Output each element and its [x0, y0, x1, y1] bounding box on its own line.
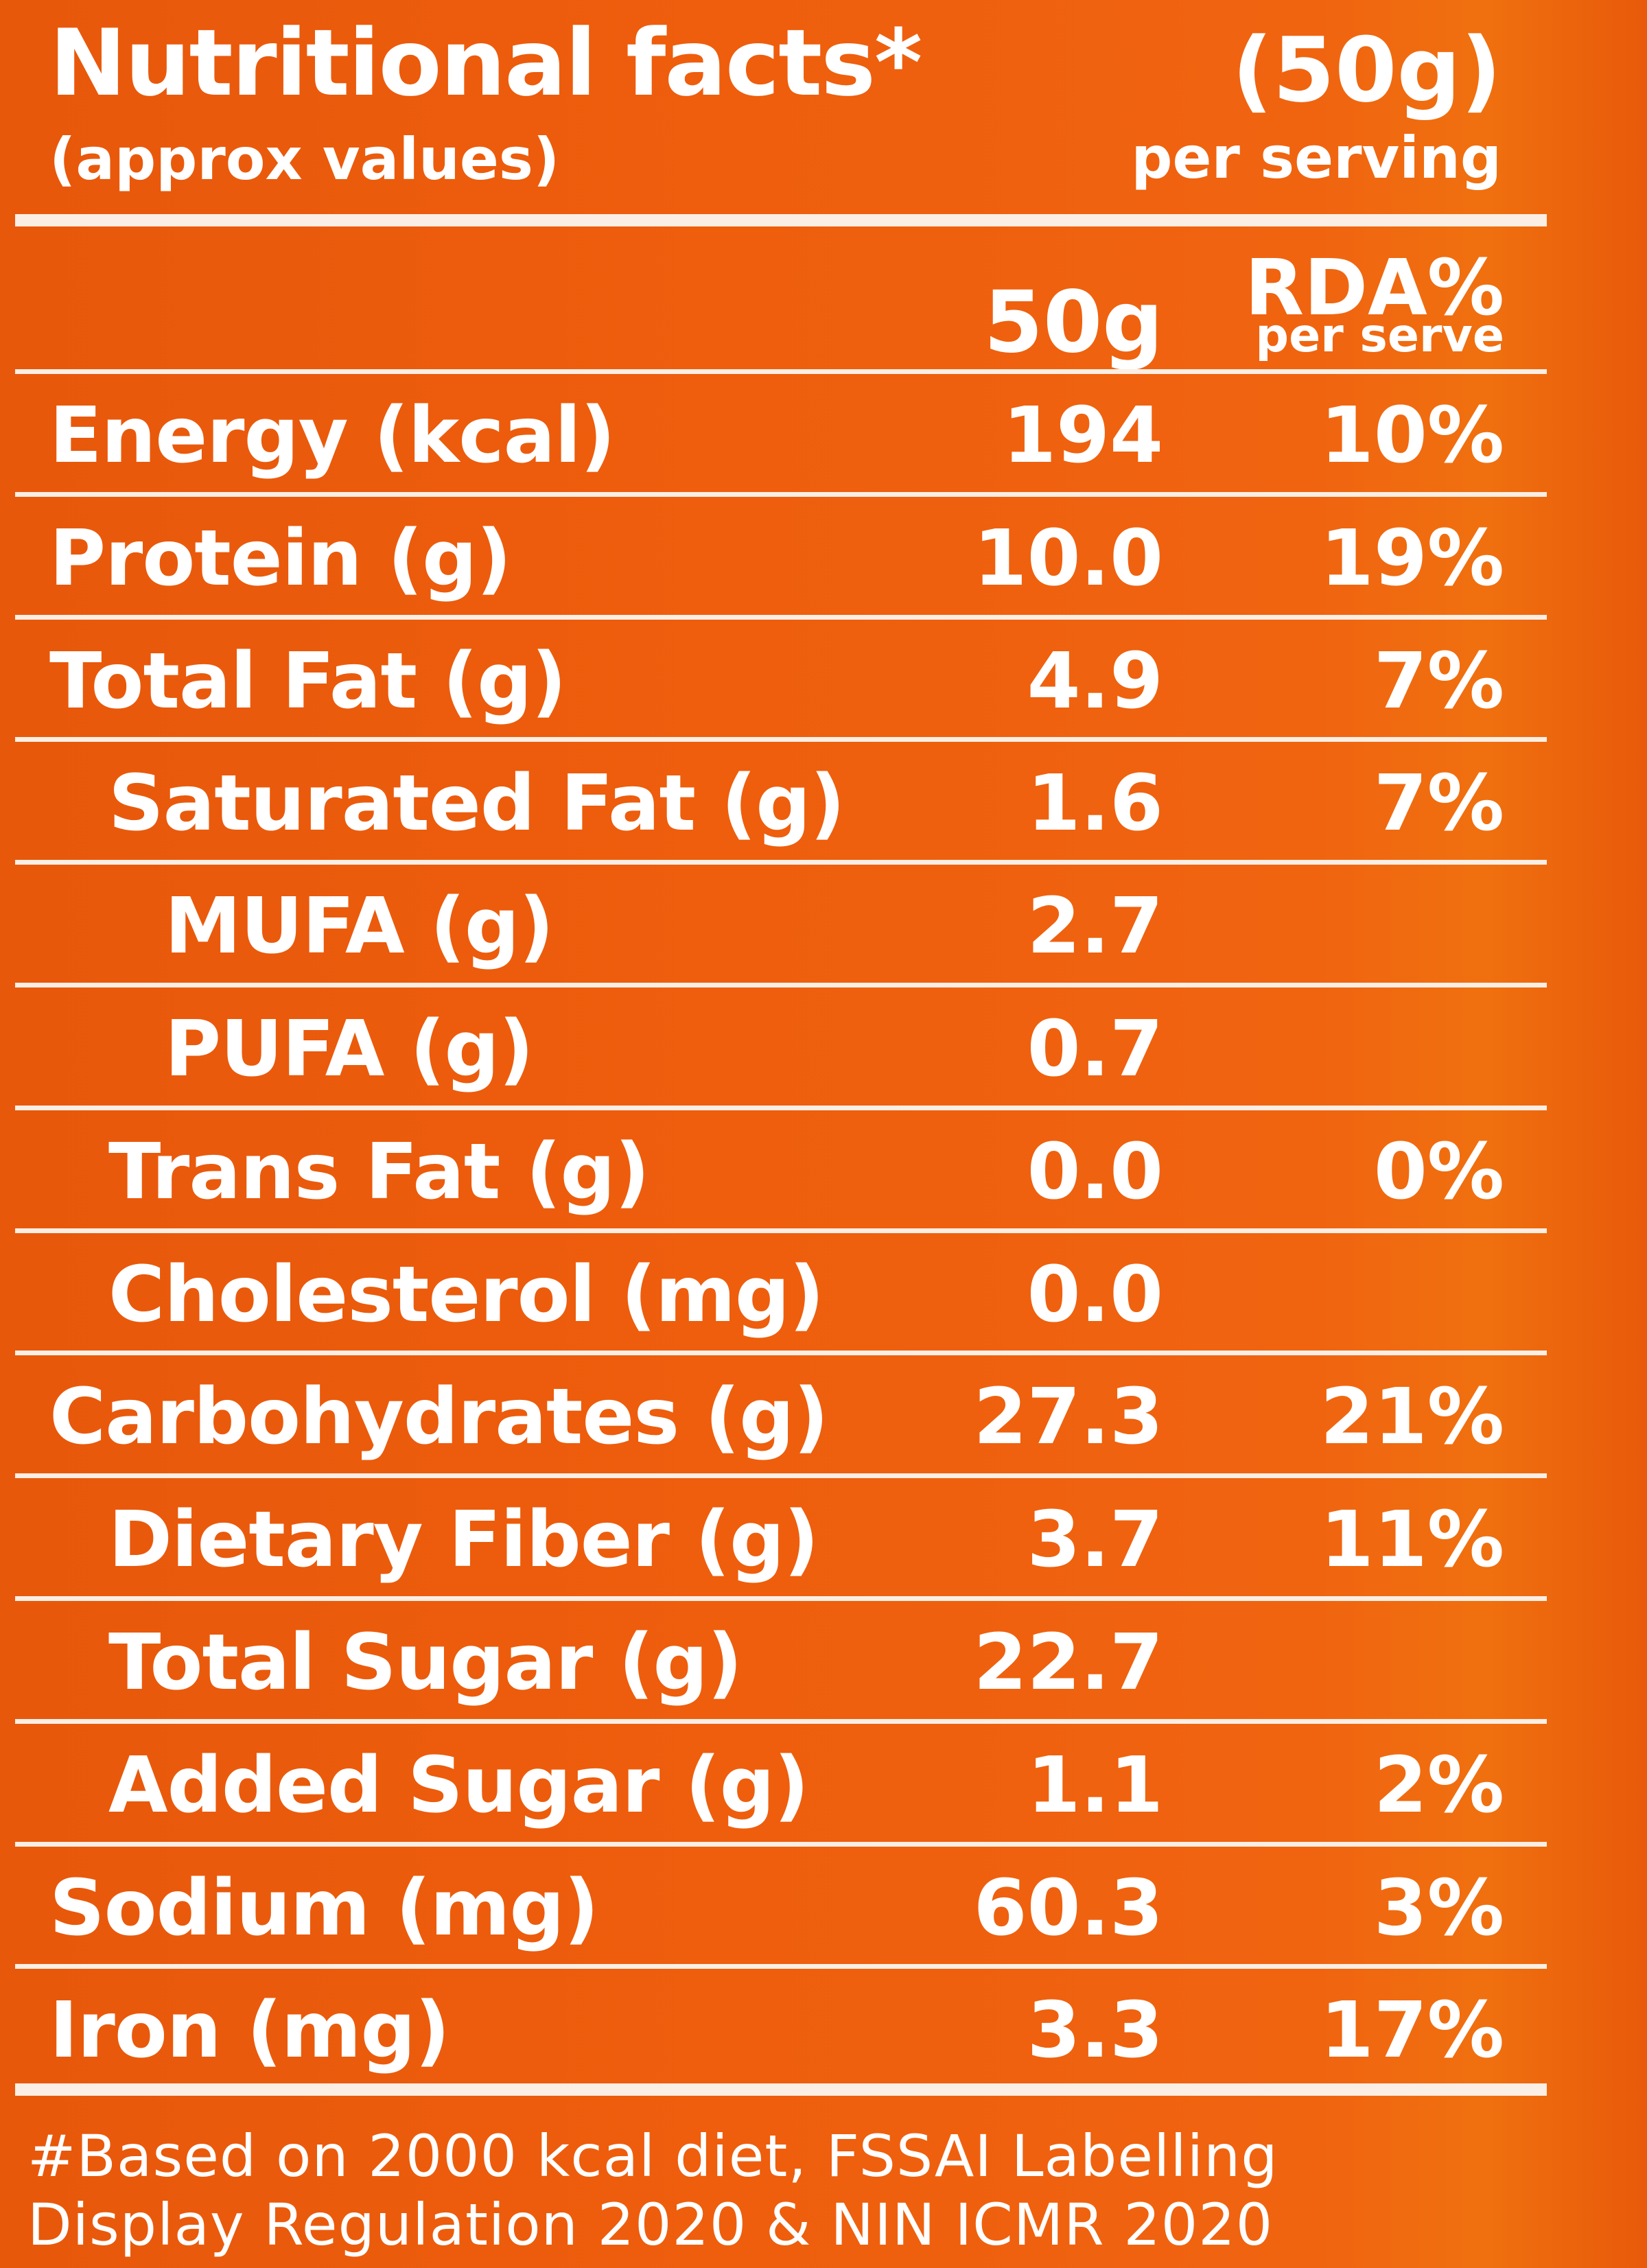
table-row: Saturated Fat (g) 1.6 7% [0, 743, 1647, 865]
row-divider [15, 1842, 1547, 1847]
row-divider [15, 1596, 1547, 1601]
rda-column-header: RDA% [1244, 244, 1504, 333]
nutrient-amount: 60.3 [973, 1864, 1163, 1953]
nutrient-label: Total Fat (g) [49, 637, 567, 726]
nutrient-amount: 0.0 [1027, 1250, 1163, 1340]
nutrient-label: Total Sugar (g) [108, 1618, 743, 1707]
nutrient-rda: 0% [1373, 1127, 1504, 1217]
nutrient-amount: 0.7 [1027, 1005, 1163, 1094]
row-divider [15, 1228, 1547, 1233]
nutrient-label: PUFA (g) [165, 1005, 534, 1094]
row-divider [15, 615, 1547, 620]
nutrition-title: Nutritional facts* [49, 10, 922, 117]
table-row: Total Fat (g) 4.9 7% [0, 620, 1647, 743]
table-bottom-divider [15, 2083, 1547, 2096]
nutrient-amount: 4.9 [1027, 637, 1163, 726]
nutrient-rda: 21% [1320, 1372, 1504, 1462]
row-divider [15, 492, 1547, 497]
nutrient-label: Energy (kcal) [49, 391, 616, 480]
nutrient-amount: 22.7 [973, 1618, 1163, 1707]
nutrient-amount: 1.6 [1027, 759, 1163, 848]
per-serving-label: per serving [1131, 124, 1502, 191]
amount-column-header: 50g [983, 273, 1163, 372]
footnote-line-1: #Based on 2000 kcal diet, FSSAI Labellin… [27, 2123, 1278, 2190]
row-divider [15, 1719, 1547, 1724]
row-divider [15, 737, 1547, 742]
nutrient-amount: 2.7 [1027, 882, 1163, 971]
nutrient-label: Added Sugar (g) [108, 1741, 809, 1830]
nutrient-label: MUFA (g) [165, 882, 554, 971]
nutrient-label: Sodium (mg) [49, 1864, 599, 1953]
nutrient-label: Dietary Fiber (g) [108, 1495, 819, 1585]
nutrient-rda: 7% [1373, 637, 1504, 726]
table-row: PUFA (g) 0.7 [0, 988, 1647, 1110]
table-row: Energy (kcal) 194 10% [0, 375, 1647, 497]
table-row: Trans Fat (g) 0.0 0% [0, 1111, 1647, 1233]
footnote-line-2: Display Regulation 2020 & NIN ICMR 2020 [27, 2191, 1274, 2258]
nutrient-amount: 194 [1003, 391, 1163, 480]
nutrient-amount: 3.7 [1027, 1495, 1163, 1585]
table-row: Dietary Fiber (g) 3.7 11% [0, 1479, 1647, 1601]
approx-values-note: (approx values) [49, 126, 560, 193]
table-row: Iron (mg) 3.3 17% [0, 1969, 1647, 2092]
table-row: Added Sugar (g) 1.1 2% [0, 1725, 1647, 1847]
nutrient-label: Protein (g) [49, 514, 511, 603]
nutrient-rda: 3% [1373, 1864, 1504, 1953]
row-divider [15, 1964, 1547, 1969]
table-row: Sodium (mg) 60.3 3% [0, 1847, 1647, 1969]
nutrient-rda: 2% [1373, 1741, 1504, 1830]
row-divider [15, 983, 1547, 987]
nutrient-label: Saturated Fat (g) [108, 759, 845, 848]
nutrient-rda: 10% [1320, 391, 1504, 480]
row-divider [15, 1351, 1547, 1355]
nutrient-label: Iron (mg) [49, 1986, 450, 2075]
header-divider [15, 214, 1547, 226]
nutrient-rda: 7% [1373, 759, 1504, 848]
table-row: Cholesterol (mg) 0.0 [0, 1234, 1647, 1356]
nutrient-label: Cholesterol (mg) [108, 1250, 824, 1340]
row-divider [15, 860, 1547, 865]
nutrient-label: Trans Fat (g) [108, 1127, 650, 1217]
nutrient-label: Carbohydrates (g) [49, 1372, 829, 1462]
nutrient-amount: 0.0 [1027, 1127, 1163, 1217]
row-divider [15, 1473, 1547, 1478]
table-row: Protein (g) 10.0 19% [0, 498, 1647, 620]
nutrient-rda: 11% [1320, 1495, 1504, 1585]
serving-size: (50g) [1232, 18, 1502, 122]
nutrient-rda: 17% [1320, 1986, 1504, 2075]
rda-column-subheader: per serve [1255, 309, 1504, 363]
nutrient-amount: 3.3 [1027, 1986, 1163, 2075]
nutrient-rda: 19% [1320, 514, 1504, 603]
row-divider [15, 1106, 1547, 1110]
nutrient-amount: 27.3 [973, 1372, 1163, 1462]
table-row: Carbohydrates (g) 27.3 21% [0, 1356, 1647, 1478]
table-row: Total Sugar (g) 22.7 [0, 1602, 1647, 1724]
table-row: MUFA (g) 2.7 [0, 865, 1647, 987]
nutrient-amount: 1.1 [1027, 1741, 1163, 1830]
nutrient-amount: 10.0 [973, 514, 1163, 603]
row-divider [15, 369, 1547, 374]
